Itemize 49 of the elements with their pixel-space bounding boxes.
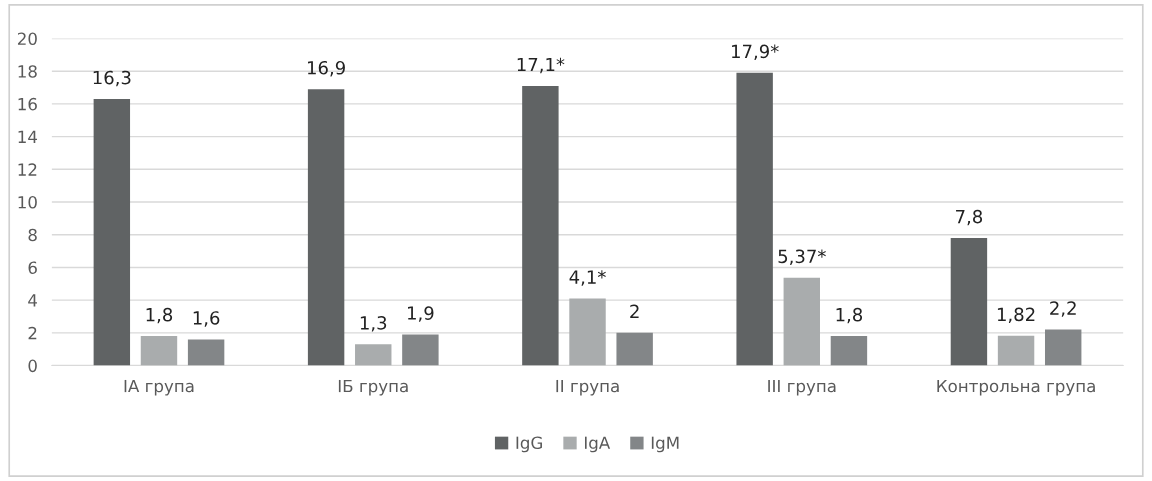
legend-label: IgG — [516, 436, 542, 453]
data-label: 1,3 — [360, 316, 387, 332]
data-label: 1,8 — [836, 307, 863, 324]
x-tick-label: ІІ група — [556, 379, 619, 396]
y-tick-label: 20 — [17, 32, 37, 46]
data-label: 1,6 — [193, 311, 220, 327]
bar — [187, 339, 225, 366]
y-tick-label: 8 — [28, 228, 37, 242]
x-tick-label: ІІІ група — [768, 379, 836, 396]
bar — [355, 344, 392, 366]
data-label: 17,9* — [732, 44, 779, 61]
bar — [93, 98, 131, 366]
y-tick-label: 2 — [28, 326, 37, 340]
data-label: 1,9 — [408, 306, 434, 322]
bar — [997, 335, 1035, 366]
x-tick-label: Контрольна група — [937, 379, 1095, 396]
legend-label: IgA — [584, 436, 611, 453]
y-tick-label: 12 — [18, 163, 37, 176]
y-tick-label: 4 — [28, 294, 38, 307]
y-tick-label: 10 — [18, 195, 37, 209]
data-label: 17,1* — [517, 57, 565, 74]
bar — [736, 72, 773, 366]
bar — [783, 277, 821, 366]
bar — [830, 336, 868, 366]
x-tick-label: ІБ група — [338, 379, 408, 396]
data-label: 2 — [630, 304, 639, 318]
legend-label: IgM — [651, 436, 679, 453]
bar — [1044, 329, 1082, 366]
data-label: 5,37* — [778, 249, 826, 265]
data-label: 4,1* — [569, 270, 606, 286]
y-tick-label: 16 — [18, 97, 37, 111]
bar — [616, 332, 653, 366]
bar — [307, 89, 345, 366]
data-label: 1,8 — [146, 307, 173, 324]
data-label: 2,2 — [1050, 301, 1076, 317]
data-label: 16,9 — [307, 60, 345, 77]
bar — [522, 85, 559, 366]
y-tick-label: 18 — [18, 65, 37, 78]
y-tick-label: 0 — [28, 359, 37, 373]
bar — [402, 334, 439, 366]
bar — [140, 336, 178, 366]
data-label: 1,82 — [997, 307, 1035, 324]
data-label: 7,8 — [956, 209, 983, 226]
y-tick-label: 6 — [28, 261, 37, 275]
bar — [950, 238, 988, 366]
bar — [569, 298, 606, 366]
x-tick-label: ІА група — [124, 379, 194, 396]
data-label: 16,3 — [93, 70, 131, 87]
y-tick-label: 14 — [18, 130, 38, 143]
